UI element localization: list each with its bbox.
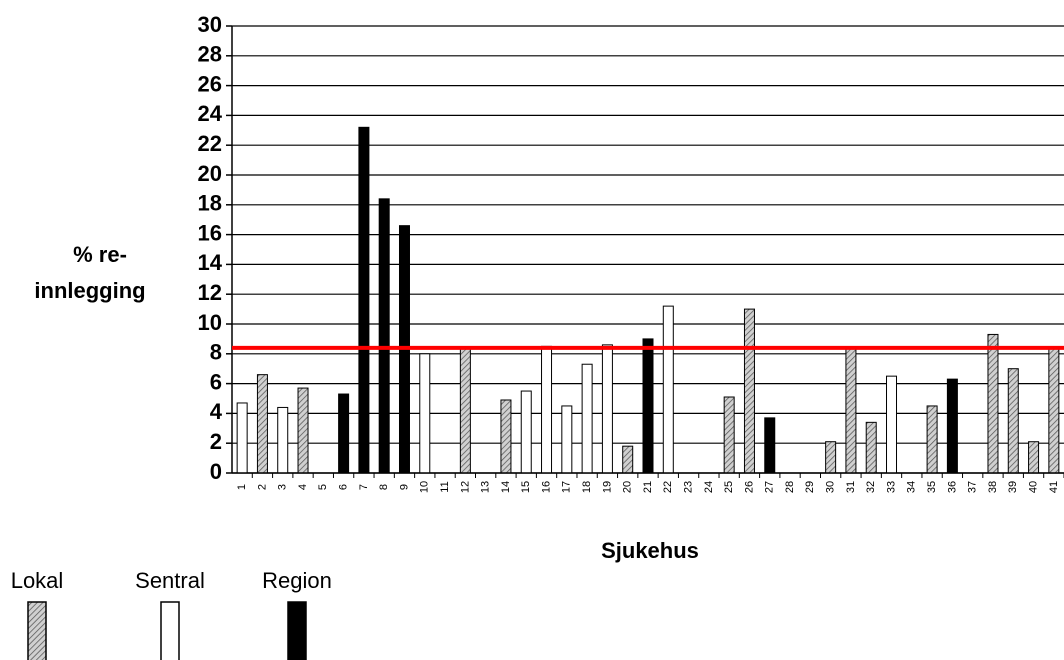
bar — [378, 198, 390, 474]
x-tick-label: 6 — [338, 484, 350, 490]
bar — [764, 417, 776, 474]
x-tick-label: 27 — [764, 481, 776, 493]
bar — [459, 347, 471, 474]
x-tick-label: 24 — [703, 481, 715, 493]
x-tick-label: 36 — [946, 481, 958, 493]
bar — [561, 405, 573, 474]
x-tick-label: 14 — [500, 481, 512, 493]
bar — [743, 308, 755, 474]
y-tick-label: 12 — [198, 280, 222, 305]
x-tick-label: 32 — [865, 481, 877, 493]
y-tick-label: 20 — [198, 161, 222, 186]
bar — [358, 126, 370, 474]
x-tick-label: 20 — [622, 481, 634, 493]
legend-label: Sentral — [135, 568, 205, 593]
x-tick-label: 28 — [784, 481, 796, 493]
legend-label: Region — [262, 568, 332, 593]
x-tick-label: 40 — [1027, 481, 1039, 493]
y-axis-label: % re- — [73, 242, 127, 267]
bar — [1028, 441, 1040, 474]
bar — [601, 344, 613, 474]
bar — [581, 363, 593, 474]
x-tick-label: 17 — [561, 481, 573, 493]
x-tick-label: 1 — [236, 484, 248, 490]
x-tick-label: 29 — [804, 481, 816, 493]
legend-swatch — [160, 601, 180, 660]
y-tick-label: 4 — [210, 399, 223, 424]
x-tick-label: 16 — [540, 481, 552, 493]
x-tick-label: 9 — [398, 484, 410, 490]
bar — [419, 353, 431, 474]
x-tick-label: 13 — [480, 481, 492, 493]
x-tick-label: 12 — [459, 481, 471, 493]
bar — [338, 393, 350, 474]
x-tick-label: 4 — [297, 484, 309, 490]
y-tick-label: 18 — [198, 191, 222, 216]
y-axis-label: innlegging — [34, 278, 145, 303]
x-tick-label: 10 — [419, 481, 431, 493]
y-tick-label: 22 — [198, 131, 222, 156]
bar — [723, 396, 735, 474]
bar — [520, 390, 532, 474]
x-tick-label: 30 — [825, 481, 837, 493]
x-tick-label: 41 — [1048, 481, 1060, 493]
x-tick-label: 8 — [378, 484, 390, 490]
x-tick-label: 22 — [662, 481, 674, 493]
y-tick-label: 10 — [198, 310, 222, 335]
y-tick-label: 2 — [210, 429, 222, 454]
x-tick-label: 35 — [926, 481, 938, 493]
x-tick-label: 18 — [581, 481, 593, 493]
x-tick-label: 19 — [601, 481, 613, 493]
bar — [642, 338, 654, 474]
x-tick-label: 39 — [1007, 481, 1019, 493]
x-tick-label: 25 — [723, 481, 735, 493]
bar — [1048, 347, 1060, 474]
x-tick-label: 7 — [358, 484, 370, 490]
y-tick-label: 26 — [198, 71, 222, 96]
x-tick-label: 2 — [256, 484, 268, 490]
y-tick-label: 24 — [198, 101, 223, 126]
bar — [886, 375, 898, 474]
x-tick-label: 15 — [520, 481, 532, 493]
bar — [825, 441, 837, 474]
bar — [541, 345, 553, 474]
x-tick-label: 11 — [439, 481, 451, 492]
y-tick-label: 28 — [198, 42, 222, 67]
bar — [662, 305, 674, 474]
x-tick-label: 33 — [885, 481, 897, 493]
x-tick-label: 3 — [277, 484, 289, 490]
x-tick-label: 26 — [743, 481, 755, 493]
x-tick-label: 31 — [845, 481, 857, 493]
bar — [1007, 368, 1019, 474]
x-tick-label: 38 — [987, 481, 999, 493]
bar — [500, 399, 512, 474]
legend-label: Lokal — [11, 568, 64, 593]
x-tick-label: 23 — [682, 481, 694, 493]
bar — [277, 406, 289, 474]
y-tick-label: 16 — [198, 220, 222, 245]
bar — [256, 374, 268, 474]
legend-swatch — [27, 601, 47, 660]
bar — [236, 402, 248, 474]
x-tick-label: 37 — [967, 481, 979, 493]
bar — [622, 445, 634, 474]
y-tick-label: 8 — [210, 340, 222, 365]
bar — [845, 347, 857, 474]
legend-swatch — [287, 601, 307, 660]
bar — [946, 378, 958, 474]
bar — [987, 333, 999, 474]
y-tick-label: 0 — [210, 459, 222, 484]
x-tick-label: 5 — [317, 484, 329, 490]
bar — [297, 387, 309, 474]
y-tick-label: 14 — [198, 250, 223, 275]
y-tick-label: 6 — [210, 369, 222, 394]
x-tick-label: 34 — [906, 481, 918, 493]
x-axis-label: Sjukehus — [601, 538, 699, 563]
x-tick-label: 21 — [642, 481, 654, 493]
bar — [865, 421, 877, 474]
y-tick-label: 30 — [198, 12, 222, 37]
bar — [926, 405, 938, 474]
